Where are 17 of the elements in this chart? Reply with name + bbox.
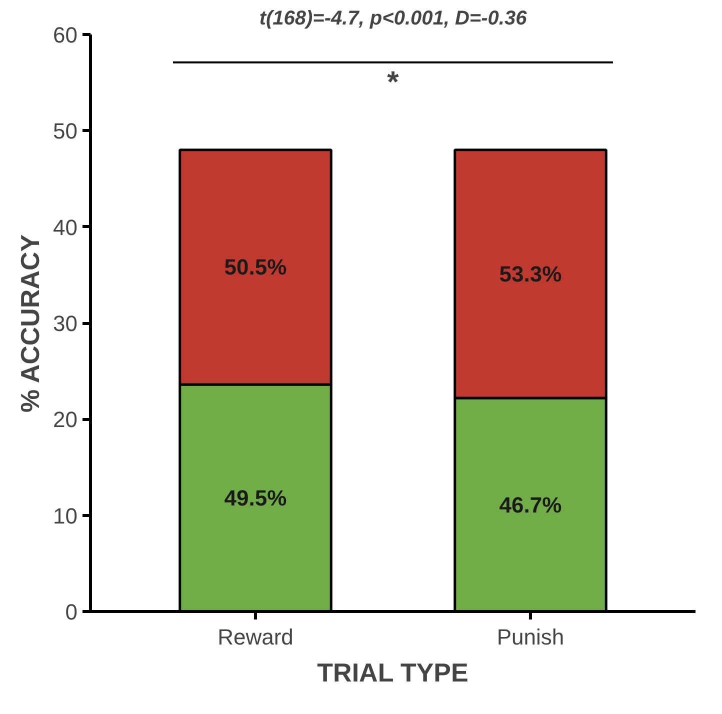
y-axis-title: % ACCURACY xyxy=(15,234,46,413)
y-tick-label: 40 xyxy=(53,214,78,240)
annotation: * xyxy=(387,66,400,100)
text: t(168)=-4.7, p<0.001, D=-0.36 xyxy=(259,8,528,30)
x-tick-label: Punish xyxy=(496,624,564,650)
y-tick-label: 20 xyxy=(53,407,78,432)
y-tick-label: 30 xyxy=(53,311,78,336)
annotation: 46.7% xyxy=(499,492,562,518)
y-tick-label: 60 xyxy=(53,22,78,48)
x-tick-label: Reward xyxy=(218,624,294,650)
y-tick-label: 50 xyxy=(53,118,78,144)
y-tick-label: 0 xyxy=(65,600,78,624)
y-tick-label: 10 xyxy=(53,503,78,528)
x-axis-title: TRIAL TYPE xyxy=(317,658,468,688)
annotation: 50.5% xyxy=(224,254,287,280)
annotation: 49.5% xyxy=(224,486,287,511)
annotation: 53.3% xyxy=(499,261,562,286)
